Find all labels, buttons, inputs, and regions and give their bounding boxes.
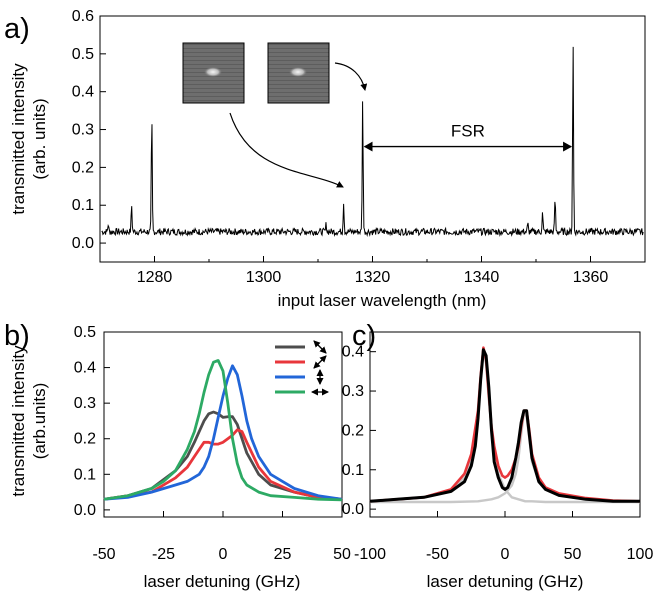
- panel-b-ticks: -50 -25 0 25 50 0.0 0.1 0.2 0.3 0.4 0.5: [74, 324, 351, 563]
- panel-a-y-tick-label: 0.4: [72, 84, 94, 101]
- panel-b-letter: b): [4, 320, 30, 352]
- panel-c-x-tick-label: 100: [627, 546, 654, 563]
- panel-a-y-tick-label: 0.3: [72, 122, 94, 139]
- panel-c-series-line: [369, 348, 640, 503]
- panel-c-ticks: -100 -50 0 50 100 0.0 0.1 0.2 0.3 0.4: [342, 344, 654, 563]
- panel-c-letter: c): [352, 320, 376, 352]
- panel-b-y-tick-label: 0.5: [74, 324, 96, 341]
- panel-b-series-line: [103, 428, 343, 501]
- panel-a-y-tick-label: 0.2: [72, 159, 94, 176]
- panel-b-y-tick-label: 0.1: [74, 466, 96, 483]
- panel-b-x-tick-label: -50: [92, 546, 115, 563]
- panel-a-x-tick-label: 1340: [464, 269, 500, 286]
- panel-c-series: [369, 346, 641, 504]
- panel-a-ticks: 1280 1300 1320 1340 1360 0.0 0.1 0.2 0.3 0.4 0.5 0.…: [72, 8, 646, 286]
- panel-b-series: [103, 359, 343, 502]
- panel-c-y-tick-label: 0.4: [342, 344, 364, 361]
- panel-c-x-tick-label: -50: [426, 546, 449, 563]
- panel-c-y-tick-label: 0.3: [342, 383, 364, 400]
- panel-b-y-tick-label: 0.0: [74, 502, 96, 519]
- fsr-label: FSR: [451, 122, 485, 141]
- inset-image-left: [182, 42, 245, 104]
- panel-c-y-tick-label: 0.1: [342, 462, 364, 479]
- panel-b-series-line: [103, 364, 343, 501]
- panel-a-x-tick-label: 1300: [246, 269, 282, 286]
- panel-c-x-tick-label: 0: [501, 546, 510, 563]
- inset-right-pointer-arrow: [334, 62, 368, 91]
- panel-b: b) -50 -25 0 25 50 0.0 0.1 0.2 0.3 0.4 0.5 laser d…: [4, 320, 351, 591]
- antidiagonal-arrow-icon: [313, 355, 327, 369]
- panel-c-x-tick-label: 50: [564, 546, 582, 563]
- panel-a-x-tick-label: 1360: [573, 269, 609, 286]
- panel-a-y-axis-label-line-1: transmitted intensity: [9, 63, 28, 215]
- panel-a-plot-frame: [99, 15, 646, 263]
- panel-b-y-tick-label: 0.3: [74, 395, 96, 412]
- panel-c-series-line: [369, 350, 640, 504]
- panel-a: a) 1280 1300 1320 1340 1360 0.0 0.1 0.2 0.3 0.4 0.…: [4, 8, 646, 310]
- panel-c-x-axis-label: laser detuning (GHz): [427, 572, 584, 591]
- diagonal-arrow-icon: [313, 340, 327, 354]
- panel-a-x-axis-label: input laser wavelength (nm): [278, 291, 487, 310]
- panel-a-spectrum-line: [101, 46, 644, 238]
- panel-b-legend: [275, 340, 329, 396]
- panel-a-y-tick-label: 0.0: [72, 235, 94, 252]
- panel-a-x-tick-label: 1280: [137, 269, 173, 286]
- panel-c-x-tick-label: -100: [354, 546, 386, 563]
- panel-b-y-axis-label-line-1: transmitted intensity: [9, 345, 28, 497]
- panel-b-x-tick-label: 25: [274, 546, 292, 563]
- panel-b-x-tick-label: 0: [219, 546, 228, 563]
- panel-b-x-axis-label: laser detuning (GHz): [144, 572, 301, 591]
- panel-b-y-tick-label: 0.2: [74, 431, 96, 448]
- panel-b-plot-frame: [103, 331, 343, 518]
- panel-c-series-line: [369, 346, 641, 503]
- panel-a-y-tick-label: 0.6: [72, 8, 94, 25]
- panel-c-y-tick-label: 0.2: [342, 422, 364, 439]
- panel-c: c) -100 -50 0 50 100 0.0 0.1 0.2 0.3 0.4 laser de…: [342, 320, 654, 591]
- panel-a-x-tick-label: 1320: [355, 269, 391, 286]
- inset-image-right: [267, 42, 330, 104]
- panel-b-series-line: [103, 410, 343, 501]
- panel-b-x-tick-label: -25: [152, 546, 175, 563]
- panel-a-letter: a): [4, 13, 30, 45]
- panel-a-y-tick-label: 0.1: [72, 197, 94, 214]
- panel-a-y-tick-label: 0.5: [72, 46, 94, 63]
- panel-b-y-axis-label-line-2: (arb.units): [30, 383, 49, 460]
- panel-b-x-tick-label: 50: [333, 546, 351, 563]
- inset-left-pointer-arrow: [229, 112, 344, 188]
- panel-b-series-line: [103, 359, 343, 502]
- panel-b-y-tick-label: 0.4: [74, 360, 96, 377]
- panel-a-y-axis-label-line-2: (arb. units): [30, 98, 49, 179]
- panel-c-y-tick-label: 0.0: [342, 501, 364, 518]
